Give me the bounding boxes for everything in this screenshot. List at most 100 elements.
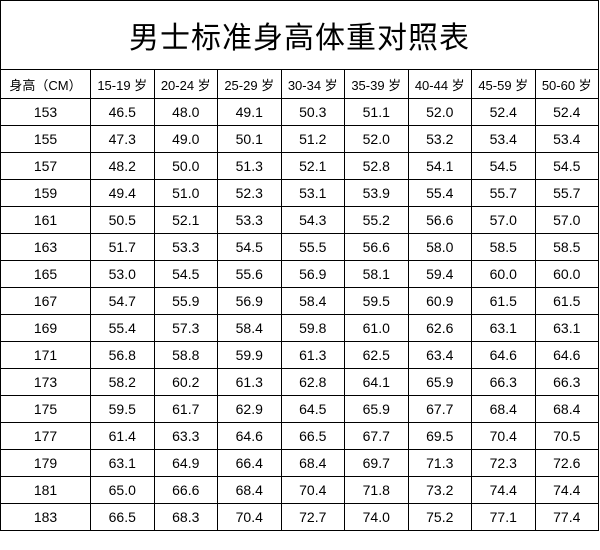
height-cell: 155: [0, 125, 91, 153]
weight-cell: 58.4: [280, 287, 345, 315]
weight-cell: 50.5: [90, 206, 155, 234]
weight-cell: 57.0: [534, 206, 599, 234]
table-title: 男士标准身高体重对照表: [0, 0, 599, 70]
weight-cell: 52.8: [344, 152, 409, 180]
weight-cell: 59.5: [344, 287, 409, 315]
weight-cell: 48.2: [90, 152, 155, 180]
weight-cell: 53.4: [471, 125, 536, 153]
weight-cell: 47.3: [90, 125, 155, 153]
height-cell: 167: [0, 287, 91, 315]
weight-cell: 64.9: [153, 449, 218, 477]
table-row: 167 54.7 55.9 56.9 58.4 59.5 60.9 61.5 61.5: [0, 287, 599, 315]
column-header-age: 40-44 岁: [407, 69, 472, 99]
weight-cell: 64.6: [217, 422, 282, 450]
height-cell: 159: [0, 179, 91, 207]
weight-cell: 51.3: [217, 152, 282, 180]
weight-cell: 58.1: [344, 260, 409, 288]
weight-cell: 69.7: [344, 449, 409, 477]
weight-cell: 48.0: [153, 98, 218, 126]
weight-cell: 55.9: [153, 287, 218, 315]
height-cell: 169: [0, 314, 91, 342]
weight-cell: 54.5: [471, 152, 536, 180]
weight-cell: 63.1: [90, 449, 155, 477]
weight-cell: 71.3: [407, 449, 472, 477]
column-header-age: 45-59 岁: [471, 69, 536, 99]
weight-cell: 74.4: [471, 476, 536, 504]
weight-cell: 53.4: [534, 125, 599, 153]
weight-cell: 52.4: [534, 98, 599, 126]
weight-cell: 59.8: [280, 314, 345, 342]
weight-cell: 51.7: [90, 233, 155, 261]
weight-cell: 72.3: [471, 449, 536, 477]
weight-cell: 70.4: [280, 476, 345, 504]
weight-cell: 64.5: [280, 395, 345, 423]
weight-cell: 53.3: [217, 206, 282, 234]
height-cell: 165: [0, 260, 91, 288]
weight-cell: 52.0: [407, 98, 472, 126]
table-row: 181 65.0 66.6 68.4 70.4 71.8 73.2 74.4 74.4: [0, 476, 599, 504]
weight-cell: 56.9: [217, 287, 282, 315]
weight-cell: 66.3: [471, 368, 536, 396]
weight-cell: 55.7: [471, 179, 536, 207]
weight-cell: 68.4: [280, 449, 345, 477]
weight-cell: 58.5: [534, 233, 599, 261]
height-cell: 163: [0, 233, 91, 261]
weight-cell: 61.5: [534, 287, 599, 315]
weight-cell: 63.4: [407, 341, 472, 369]
weight-cell: 63.3: [153, 422, 218, 450]
weight-cell: 50.0: [153, 152, 218, 180]
column-header-height: 身高（CM）: [0, 69, 91, 99]
table-body: 153 46.5 48.0 49.1 50.3 51.1 52.0 52.4 52.4 155 47…: [0, 98, 599, 531]
weight-cell: 50.1: [217, 125, 282, 153]
weight-cell: 75.2: [407, 503, 472, 531]
weight-cell: 70.4: [471, 422, 536, 450]
table-row: 169 55.4 57.3 58.4 59.8 61.0 62.6 63.1 63.1: [0, 314, 599, 342]
weight-cell: 63.1: [471, 314, 536, 342]
height-cell: 181: [0, 476, 91, 504]
weight-cell: 68.4: [534, 395, 599, 423]
weight-cell: 55.7: [534, 179, 599, 207]
weight-cell: 70.5: [534, 422, 599, 450]
table-row: 153 46.5 48.0 49.1 50.3 51.1 52.0 52.4 52.4: [0, 98, 599, 126]
weight-cell: 60.2: [153, 368, 218, 396]
weight-cell: 52.3: [217, 179, 282, 207]
weight-cell: 60.9: [407, 287, 472, 315]
weight-cell: 70.4: [217, 503, 282, 531]
height-cell: 157: [0, 152, 91, 180]
weight-cell: 66.5: [90, 503, 155, 531]
weight-cell: 58.5: [471, 233, 536, 261]
weight-cell: 54.5: [534, 152, 599, 180]
weight-cell: 67.7: [344, 422, 409, 450]
weight-cell: 62.6: [407, 314, 472, 342]
height-cell: 179: [0, 449, 91, 477]
weight-cell: 77.4: [534, 503, 599, 531]
table-row: 175 59.5 61.7 62.9 64.5 65.9 67.7 68.4 68.4: [0, 395, 599, 423]
height-cell: 177: [0, 422, 91, 450]
height-cell: 173: [0, 368, 91, 396]
weight-cell: 51.0: [153, 179, 218, 207]
weight-cell: 51.2: [280, 125, 345, 153]
weight-cell: 71.8: [344, 476, 409, 504]
weight-cell: 56.6: [344, 233, 409, 261]
table-row: 157 48.2 50.0 51.3 52.1 52.8 54.1 54.5 54.5: [0, 152, 599, 180]
table-row: 173 58.2 60.2 61.3 62.8 64.1 65.9 66.3 66.3: [0, 368, 599, 396]
height-cell: 161: [0, 206, 91, 234]
weight-cell: 59.5: [90, 395, 155, 423]
weight-cell: 67.7: [407, 395, 472, 423]
weight-cell: 49.4: [90, 179, 155, 207]
weight-cell: 62.8: [280, 368, 345, 396]
weight-cell: 52.0: [344, 125, 409, 153]
weight-cell: 73.2: [407, 476, 472, 504]
table-row: 163 51.7 53.3 54.5 55.5 56.6 58.0 58.5 58.5: [0, 233, 599, 261]
weight-cell: 72.7: [280, 503, 345, 531]
weight-cell: 57.0: [471, 206, 536, 234]
weight-cell: 58.2: [90, 368, 155, 396]
weight-cell: 58.0: [407, 233, 472, 261]
weight-cell: 60.0: [534, 260, 599, 288]
weight-cell: 68.3: [153, 503, 218, 531]
weight-cell: 65.9: [344, 395, 409, 423]
weight-cell: 61.3: [217, 368, 282, 396]
weight-cell: 49.1: [217, 98, 282, 126]
weight-cell: 55.4: [90, 314, 155, 342]
weight-cell: 63.1: [534, 314, 599, 342]
